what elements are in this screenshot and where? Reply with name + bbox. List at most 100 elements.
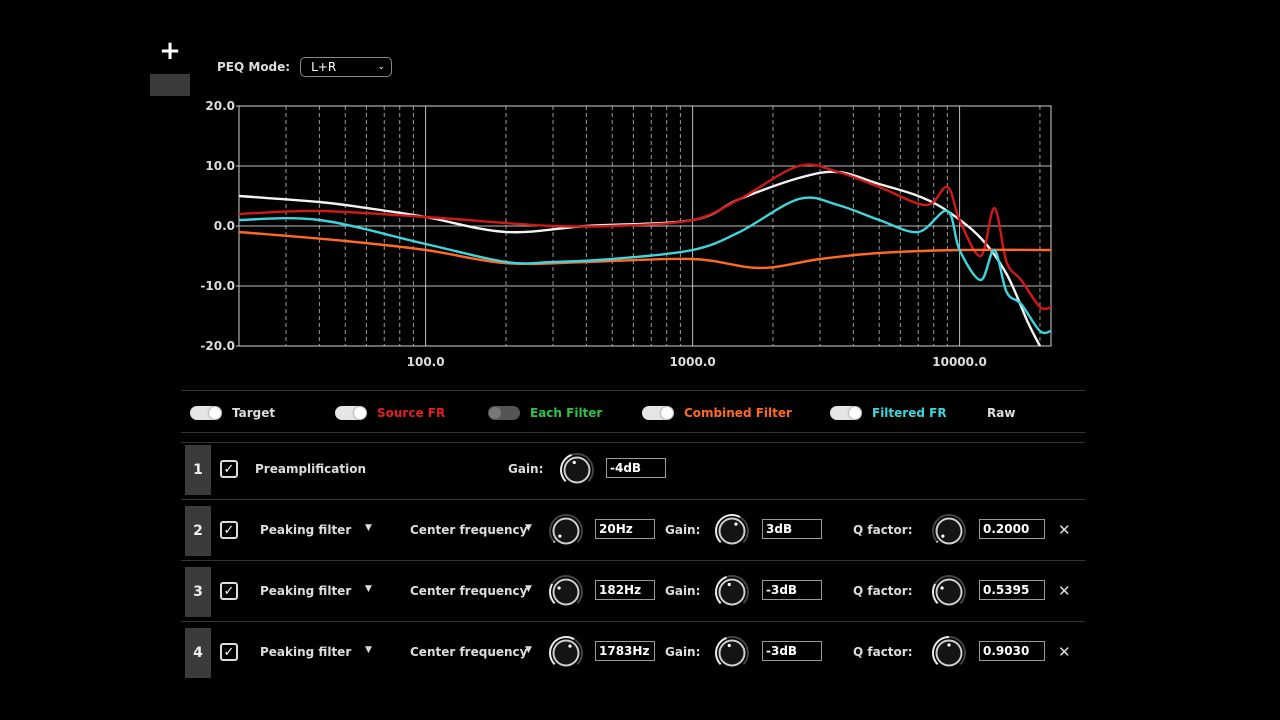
check-icon: ✓ <box>223 522 235 538</box>
rotary-knob-icon <box>560 453 594 484</box>
legend-source-fr[interactable]: Source FR <box>335 403 445 423</box>
x-tick-label: 10000.0 <box>932 355 987 369</box>
q-knob[interactable] <box>931 513 967 549</box>
rotary-knob-icon <box>932 636 966 667</box>
q-factor-label: Q factor: <box>853 523 913 537</box>
legend-label: Source FR <box>377 406 446 420</box>
rotary-knob-icon <box>549 575 583 606</box>
q-input[interactable]: 0.9030 <box>979 641 1045 661</box>
divider <box>181 442 1085 443</box>
y-tick-label: 20.0 <box>205 99 235 113</box>
legend-filtered-fr[interactable]: Filtered FR <box>830 403 947 423</box>
rotary-knob-icon <box>549 514 583 545</box>
center-frequency-label: Center frequency <box>410 584 528 598</box>
series-line-filtered-fr <box>239 196 1051 335</box>
legend-label: Each Filter <box>530 406 603 420</box>
peq-panel <box>150 34 1086 684</box>
plus-icon: + <box>159 36 181 66</box>
q-knob[interactable] <box>931 635 967 671</box>
enable-checkbox[interactable]: ✓ <box>220 460 238 478</box>
filter-index: 4 <box>185 628 211 678</box>
filter-type-select[interactable]: Peaking filter <box>260 523 352 537</box>
gain-knob[interactable] <box>714 513 750 549</box>
divider <box>181 390 1085 391</box>
frequency-input[interactable]: 1783Hz <box>595 641 655 661</box>
close-icon[interactable]: ✕ <box>1058 643 1071 661</box>
filter-type-select[interactable]: Peaking filter <box>260 584 352 598</box>
toggle-switch[interactable] <box>642 406 674 420</box>
q-factor-label: Q factor: <box>853 645 913 659</box>
filter-row-1: 1 ✓ Preamplification Gain: -4dB <box>185 445 1083 495</box>
legend: Target Source FR Each Filter Combined Filte… <box>190 403 1070 423</box>
gain-knob[interactable] <box>559 452 595 488</box>
legend-label: Target <box>232 406 276 420</box>
peq-mode: PEQ Mode: L+R ⌄ <box>217 57 393 77</box>
q-input[interactable]: 0.5395 <box>979 580 1045 600</box>
gain-knob[interactable] <box>714 574 750 610</box>
gain-input[interactable]: -4dB <box>606 458 666 478</box>
divider <box>181 621 1085 622</box>
caret-down-icon[interactable]: ▼ <box>365 645 372 655</box>
frequency-knob[interactable] <box>548 635 584 671</box>
toggle-knob <box>489 407 501 419</box>
legend-each-filter[interactable]: Each Filter <box>488 403 602 423</box>
series-line-combined-filter <box>239 230 1051 270</box>
toggle-knob <box>661 407 673 419</box>
panel-tab[interactable] <box>150 74 190 96</box>
series-line-target <box>239 170 1042 347</box>
q-factor-label: Q factor: <box>853 584 913 598</box>
toggle-switch[interactable] <box>335 406 367 420</box>
peq-mode-value: L+R <box>311 60 337 74</box>
legend-label: Raw <box>987 406 1016 420</box>
peq-mode-select[interactable]: L+R ⌄ <box>300 57 393 77</box>
center-frequency-label: Center frequency <box>410 523 528 537</box>
caret-down-icon[interactable]: ▼ <box>365 584 372 594</box>
toggle-knob <box>209 407 221 419</box>
frequency-knob[interactable] <box>548 513 584 549</box>
q-input[interactable]: 0.2000 <box>979 519 1045 539</box>
filter-index: 2 <box>185 506 211 556</box>
legend-combined-filter[interactable]: Combined Filter <box>642 403 792 423</box>
frequency-knob[interactable] <box>548 574 584 610</box>
toggle-switch[interactable] <box>830 406 862 420</box>
gain-input[interactable]: 3dB <box>762 519 822 539</box>
y-tick-label: 0.0 <box>214 219 235 233</box>
add-filter-button[interactable]: + <box>150 36 190 96</box>
q-knob[interactable] <box>931 574 967 610</box>
legend-raw[interactable]: Raw <box>987 403 1015 423</box>
series-line-source-fr <box>239 163 1051 311</box>
gain-label: Gain: <box>665 584 701 598</box>
y-tick-label: -10.0 <box>200 279 235 293</box>
divider <box>181 432 1085 433</box>
legend-label: Combined Filter <box>684 406 792 420</box>
frequency-response-chart: 20.0 10.0 0.0 -10.0 -20.0 100.0 1000.0 10000.0 <box>200 99 1052 369</box>
legend-target[interactable]: Target <box>190 403 275 423</box>
frequency-input[interactable]: 182Hz <box>595 580 655 600</box>
caret-down-icon[interactable]: ▼ <box>525 523 532 533</box>
frequency-input[interactable]: 20Hz <box>595 519 655 539</box>
filter-type-select[interactable]: Peaking filter <box>260 645 352 659</box>
caret-down-icon[interactable]: ▼ <box>525 584 532 594</box>
enable-checkbox[interactable]: ✓ <box>220 643 238 661</box>
x-tick-label: 1000.0 <box>669 355 715 369</box>
gain-input[interactable]: -3dB <box>762 580 822 600</box>
caret-down-icon[interactable]: ▼ <box>365 523 372 533</box>
enable-checkbox[interactable]: ✓ <box>220 521 238 539</box>
divider <box>181 560 1085 561</box>
y-tick-label: -20.0 <box>200 339 235 353</box>
toggle-switch[interactable] <box>488 406 520 420</box>
toggle-knob <box>354 407 366 419</box>
rotary-knob-icon <box>549 636 583 667</box>
preamp-label: Preamplification <box>255 462 367 476</box>
gain-knob[interactable] <box>714 635 750 671</box>
close-icon[interactable]: ✕ <box>1058 521 1071 539</box>
enable-checkbox[interactable]: ✓ <box>220 582 238 600</box>
toggle-switch[interactable] <box>190 406 222 420</box>
gain-label: Gain: <box>665 523 701 537</box>
filter-index: 3 <box>185 567 211 617</box>
close-icon[interactable]: ✕ <box>1058 582 1071 600</box>
caret-down-icon[interactable]: ▼ <box>525 645 532 655</box>
rotary-knob-icon <box>715 514 749 545</box>
filter-row-2: 2 ✓ Peaking filter ▼ Center frequency ▼ 20Hz Ga… <box>185 506 1083 556</box>
gain-input[interactable]: -3dB <box>762 641 822 661</box>
